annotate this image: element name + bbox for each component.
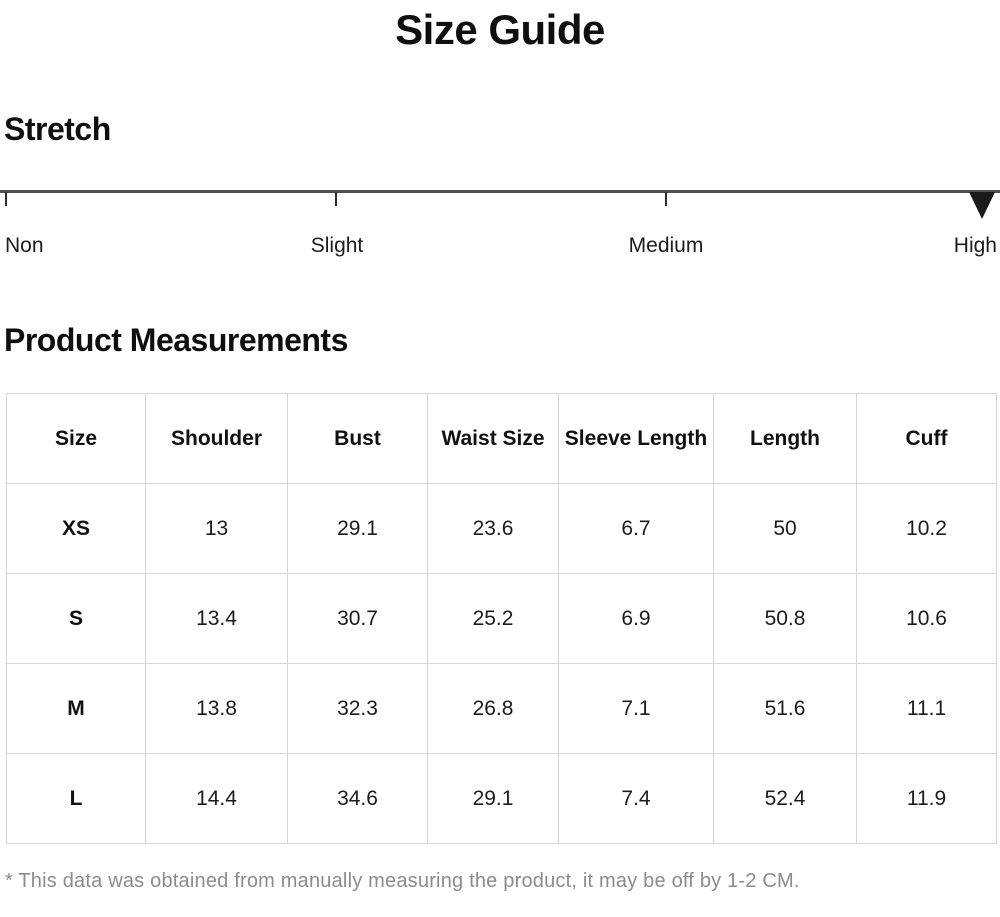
stretch-tick-slight	[335, 192, 337, 207]
table-cell: 23.6	[427, 483, 559, 575]
table-cell: 7.1	[558, 663, 714, 755]
size-label: M	[6, 663, 146, 755]
table-cell: 50	[713, 483, 857, 575]
table-cell: 32.3	[287, 663, 428, 755]
stretch-heading: Stretch	[4, 111, 111, 148]
table-cell: 25.2	[427, 573, 559, 665]
table-cell: 26.8	[427, 663, 559, 755]
table-cell: 7.4	[558, 753, 714, 845]
table-header-row: Size Shoulder Bust Waist Size Sleeve Len…	[6, 393, 997, 485]
measurements-section: Product Measurements Size Shoulder Bust …	[0, 322, 1000, 893]
column-header-size: Size	[6, 393, 146, 485]
table-row-xs: XS 13 29.1 23.6 6.7 50 10.2	[6, 483, 997, 575]
column-header-length: Length	[713, 393, 857, 485]
table-cell: 13.4	[145, 573, 288, 665]
table-row-l: L 14.4 34.6 29.1 7.4 52.4 11.9	[6, 753, 997, 845]
stretch-scale-line	[0, 190, 1000, 194]
stretch-scale: Non Slight Medium High	[0, 190, 1000, 262]
stretch-level-medium: Medium	[628, 234, 704, 258]
table-cell: 29.1	[287, 483, 428, 575]
column-header-shoulder: Shoulder	[145, 393, 288, 485]
measurements-table: Size Shoulder Bust Waist Size Sleeve Len…	[6, 393, 997, 845]
measurements-heading: Product Measurements	[4, 322, 348, 359]
table-cell: 6.9	[558, 573, 714, 665]
table-cell: 29.1	[427, 753, 559, 845]
stretch-section: Stretch Non Slight Medium High	[0, 111, 1000, 262]
table-row-m: M 13.8 32.3 26.8 7.1 51.6 11.1	[6, 663, 997, 755]
column-header-bust: Bust	[287, 393, 428, 485]
table-cell: 11.1	[856, 663, 997, 755]
stretch-tick-non	[5, 192, 7, 207]
stretch-level-slight: Slight	[310, 234, 364, 258]
size-guide-page: Size Guide Stretch Non Slight Medium Hig…	[0, 6, 1000, 917]
size-label: S	[6, 573, 146, 665]
size-label: L	[6, 753, 146, 845]
stretch-level-non: Non	[5, 234, 44, 258]
size-label: XS	[6, 483, 146, 575]
page-title: Size Guide	[395, 6, 605, 53]
column-header-cuff: Cuff	[856, 393, 997, 485]
column-header-sleeve-length: Sleeve Length	[558, 393, 714, 485]
stretch-marker-triangle-icon	[969, 192, 995, 220]
measurement-footnote: * This data was obtained from manually m…	[5, 870, 800, 893]
table-cell: 14.4	[145, 753, 288, 845]
table-row-s: S 13.4 30.7 25.2 6.9 50.8 10.6	[6, 573, 997, 665]
table-cell: 51.6	[713, 663, 857, 755]
table-cell: 34.6	[287, 753, 428, 845]
table-cell: 10.2	[856, 483, 997, 575]
table-cell: 10.6	[856, 573, 997, 665]
column-header-waist-size: Waist Size	[427, 393, 559, 485]
table-cell: 11.9	[856, 753, 997, 845]
table-cell: 30.7	[287, 573, 428, 665]
table-cell: 50.8	[713, 573, 857, 665]
table-cell: 6.7	[558, 483, 714, 575]
stretch-tick-medium	[665, 192, 667, 207]
table-cell: 13	[145, 483, 288, 575]
table-cell: 13.8	[145, 663, 288, 755]
stretch-level-high: High	[953, 234, 997, 258]
table-cell: 52.4	[713, 753, 857, 845]
